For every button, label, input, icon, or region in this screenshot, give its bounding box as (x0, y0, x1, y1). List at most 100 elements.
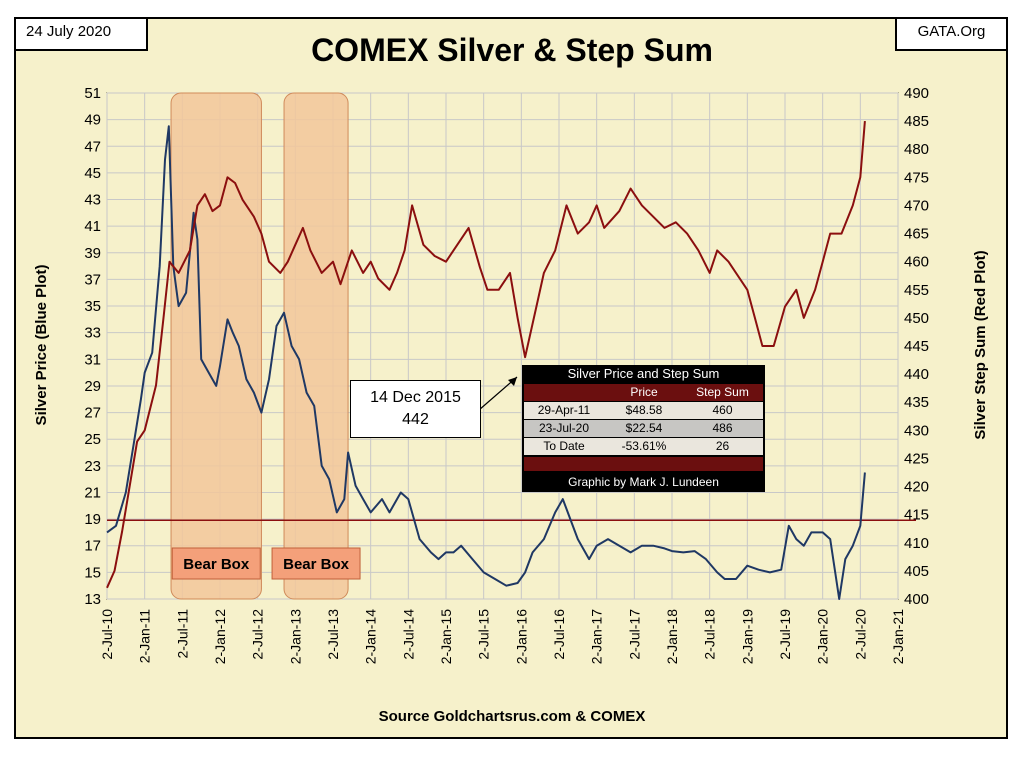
x-tick-label: 2-Jan-19 (739, 609, 755, 664)
info-cell: $48.58 (625, 403, 663, 417)
y-tick-label-right: 425 (904, 450, 929, 467)
info-table-divider (524, 457, 763, 471)
x-tick-label: 2-Jul-18 (702, 609, 718, 660)
x-tick-label: 2-Jan-14 (363, 609, 379, 664)
x-tick-label: 2-Jul-14 (400, 609, 416, 660)
y-tick-label-left: 15 (84, 564, 101, 581)
info-cell: $22.54 (625, 421, 663, 435)
x-tick-label: 2-Jan-11 (137, 609, 153, 663)
x-tick-label: 2-Jul-16 (551, 609, 567, 660)
x-tick-label: 2-Jul-10 (99, 609, 115, 660)
y-tick-label-right: 420 (904, 479, 929, 496)
y-tick-label-right: 450 (904, 310, 929, 327)
x-tick-label: 2-Jan-17 (589, 609, 605, 664)
y-tick-label-left: 27 (84, 405, 101, 422)
site-label: GATA.Org (895, 17, 1008, 51)
y-tick-label-left: 21 (84, 484, 101, 501)
y-tick-label-right: 490 (904, 85, 929, 102)
y-tick-label-right: 430 (904, 422, 929, 439)
info-table-header-row: Price Step Sum (524, 384, 763, 401)
callout-date: 14 Dec 2015 (370, 389, 461, 406)
step-sum-line (106, 121, 866, 589)
x-tick-label: 2-Jan-21 (890, 609, 906, 664)
source-label: Source Goldchartsrus.com & COMEX (378, 708, 646, 725)
info-cell: 486 (712, 421, 733, 435)
y-tick-label-left: 39 (84, 245, 101, 262)
y-tick-label-right: 440 (904, 366, 929, 383)
x-tick-label: 2-Jan-16 (513, 609, 529, 664)
info-cell: To Date (543, 439, 585, 453)
info-col-header (524, 384, 604, 401)
bear-box-label-bg (271, 547, 361, 580)
info-cell: -53.61% (621, 439, 667, 453)
y-tick-label-left: 19 (84, 511, 101, 528)
bear-box (170, 92, 262, 600)
y-tick-label-left: 43 (84, 192, 101, 209)
info-table-row: To Date -53.61% 26 (524, 438, 763, 455)
info-col-header: Step Sum (696, 385, 749, 399)
y-tick-label-right: 445 (904, 338, 929, 355)
callout-arrowhead (508, 377, 517, 386)
y-tick-label-right: 470 (904, 197, 929, 214)
y-tick-label-right: 435 (904, 394, 929, 411)
y-tick-label-right: 400 (904, 591, 929, 608)
info-table: Silver Price and Step Sum Price Step Sum… (522, 365, 765, 492)
x-tick-label: 2-Jul-13 (325, 609, 341, 660)
bear-box-label: Bear Box (283, 556, 350, 573)
y-tick-label-left: 17 (84, 538, 101, 555)
y-tick-label-left: 25 (84, 431, 101, 448)
x-tick-label: 2-Jul-19 (777, 609, 793, 660)
info-col-header: Price (630, 385, 658, 399)
y-tick-label-right: 485 (904, 113, 929, 130)
y-tick-label-right: 415 (904, 507, 929, 524)
y-tick-label-left: 51 (84, 85, 101, 102)
x-tick-label: 2-Jul-17 (626, 609, 642, 660)
y-tick-label-left: 31 (84, 351, 101, 368)
y-tick-label-left: 49 (84, 112, 101, 129)
info-table-row: 23-Jul-20 $22.54 486 (524, 420, 763, 437)
info-table-credit: Graphic by Mark J. Lundeen (568, 475, 719, 489)
y-tick-label-right: 480 (904, 141, 929, 158)
y-tick-label-left: 29 (84, 378, 101, 395)
y-tick-label-right: 465 (904, 226, 929, 243)
x-tick-label: 2-Jul-11 (174, 609, 190, 659)
y-tick-label-left: 33 (84, 325, 101, 342)
y-axis-title-left: Silver Price (Blue Plot) (33, 265, 50, 426)
bear-box-label-bg (171, 547, 261, 580)
x-tick-label: 2-Jan-12 (212, 609, 228, 664)
callout-box: 14 Dec 2015 442 (350, 380, 481, 438)
info-cell: 23-Jul-20 (538, 421, 590, 435)
y-tick-label-right: 475 (904, 169, 929, 186)
callout-value: 442 (402, 411, 429, 428)
y-tick-label-left: 47 (84, 138, 101, 155)
y-tick-label-left: 45 (84, 165, 101, 182)
silver-price-line (106, 125, 866, 600)
y-tick-label-left: 41 (84, 218, 101, 235)
x-tick-label: 2-Jan-15 (438, 609, 454, 664)
series-layer (106, 121, 916, 600)
bear-box-label: Bear Box (183, 556, 250, 573)
info-cell: 460 (712, 403, 733, 417)
y-tick-label-right: 405 (904, 563, 929, 580)
x-tick-label: 2-Jan-13 (287, 609, 303, 664)
bear-box (283, 92, 349, 600)
x-tick-label: 2-Jul-12 (250, 609, 266, 660)
y-tick-label-right: 410 (904, 535, 929, 552)
info-cell: 29-Apr-11 (537, 403, 591, 417)
y-tick-label-left: 23 (84, 458, 101, 475)
axis-layer: 13 15 17 19 21 23 25 27 29 31 33 35 37 39 41 43 45 47 49 51… (84, 85, 929, 664)
y-tick-label-right: 455 (904, 282, 929, 299)
info-table-title: Silver Price and Step Sum (567, 366, 720, 381)
y-tick-label-left: 37 (84, 271, 101, 288)
info-table-row: 29-Apr-11 $48.58 460 (524, 402, 763, 419)
y-tick-label-left: 35 (84, 298, 101, 315)
date-label: 24 July 2020 (14, 17, 148, 51)
info-cell: 26 (715, 439, 730, 453)
x-tick-label: 2-Jan-18 (664, 609, 680, 664)
y-axis-title-right: Silver Step Sum (Red Plot) (972, 250, 989, 439)
x-tick-label: 2-Jan-20 (815, 609, 831, 664)
y-tick-label-right: 460 (904, 254, 929, 271)
x-tick-label: 2-Jul-20 (852, 609, 868, 660)
y-tick-label-left: 13 (84, 591, 101, 608)
